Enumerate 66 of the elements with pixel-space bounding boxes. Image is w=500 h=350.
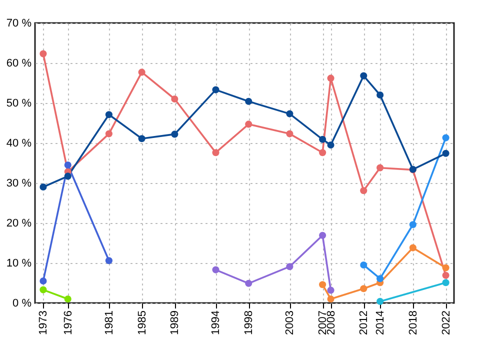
point [442, 134, 450, 142]
point [327, 141, 334, 149]
y-tick-label: 0 % [12, 298, 32, 310]
point [64, 295, 72, 303]
x-tick-label: 1973 [38, 310, 50, 335]
x-tick-label: 1985 [136, 310, 148, 335]
point [40, 286, 47, 294]
point [245, 98, 252, 105]
point [442, 264, 450, 272]
point [286, 130, 294, 138]
point [376, 164, 384, 172]
point [360, 261, 368, 269]
y-tick-label: 10 % [6, 258, 32, 270]
point [40, 277, 47, 285]
point [212, 149, 220, 156]
x-tick-label: 2012 [358, 310, 370, 335]
point [327, 295, 334, 303]
point [360, 285, 368, 292]
x-tick-label: 2014 [374, 310, 387, 335]
point [212, 266, 220, 274]
point [105, 257, 112, 264]
y-tick-label: 20 % [6, 218, 32, 230]
x-tick-label: 2022 [440, 310, 452, 335]
x-tick-label: 1989 [169, 310, 182, 335]
point [442, 150, 450, 157]
point [409, 244, 416, 252]
point [105, 111, 112, 118]
point [245, 120, 252, 128]
point [40, 50, 47, 58]
x-tick-label: 1994 [210, 310, 222, 335]
x-tick-label: 1998 [243, 310, 256, 335]
point [40, 183, 47, 191]
point [442, 279, 450, 286]
x-tick-label: 2018 [407, 310, 420, 335]
y-tick-label: 30 % [6, 178, 32, 190]
point [376, 91, 384, 99]
point [319, 136, 326, 143]
x-tick-label: 1981 [103, 310, 116, 335]
point [64, 172, 72, 180]
point [171, 130, 178, 138]
point [327, 286, 334, 294]
point [376, 298, 384, 305]
y-tick-label: 70 % [6, 18, 32, 30]
point [171, 95, 178, 103]
point [138, 135, 146, 142]
point [245, 280, 252, 287]
point [442, 272, 450, 279]
point [376, 275, 384, 282]
x-tick-label: 2003 [284, 310, 296, 335]
point [138, 68, 146, 76]
point [360, 72, 368, 80]
point [286, 110, 294, 118]
point [212, 86, 220, 94]
point [64, 161, 72, 169]
point [360, 187, 368, 194]
point [319, 149, 326, 156]
y-tick-label: 40 % [6, 138, 32, 150]
x-tick-label: 1976 [62, 310, 74, 335]
point [409, 221, 416, 228]
point [327, 74, 334, 82]
point [105, 130, 112, 138]
y-tick-label: 60 % [6, 58, 32, 70]
point [319, 232, 326, 239]
point [286, 263, 294, 270]
point [319, 281, 326, 288]
y-tick-label: 50 % [6, 98, 32, 110]
